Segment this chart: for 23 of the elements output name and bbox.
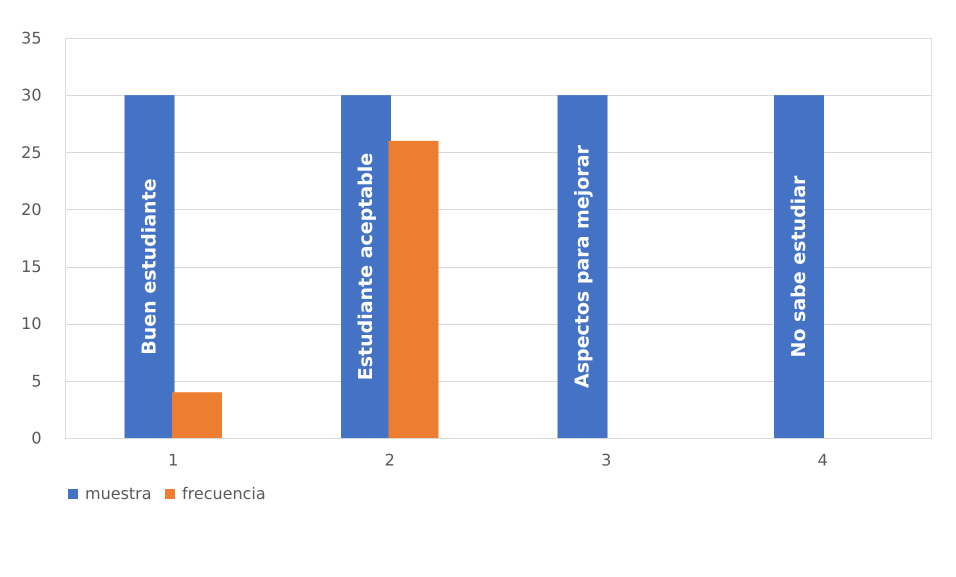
y-tick-label: 25 [21, 142, 42, 162]
bar [124, 95, 175, 438]
x-tick-label: 4 [818, 450, 828, 470]
annotation: Buen estudiante [138, 178, 161, 355]
y-tick-label: 10 [21, 314, 42, 334]
bar [558, 95, 608, 438]
x-tick-label: 3 [601, 450, 612, 470]
y-tick-label: 5 [31, 371, 42, 390]
bar [774, 95, 824, 438]
bar [172, 392, 222, 438]
annotation: Estudiante aceptable [355, 152, 378, 380]
legend-label: frecuencia [182, 484, 266, 503]
x-tick-label: 2 [384, 450, 395, 470]
y-tick-label: 20 [21, 200, 42, 219]
y-tick-label: 30 [21, 86, 42, 105]
annotation: Aspectos para mejorar [572, 144, 594, 388]
y-tick-label: 0 [31, 428, 42, 448]
y-tick-label: 15 [21, 257, 42, 276]
bar [388, 140, 438, 438]
annotation: No sabe estudiar [788, 174, 810, 358]
y-tick-label: 35 [21, 28, 42, 48]
legend-label: muestra [85, 484, 152, 503]
x-tick-label: 1 [168, 450, 178, 470]
